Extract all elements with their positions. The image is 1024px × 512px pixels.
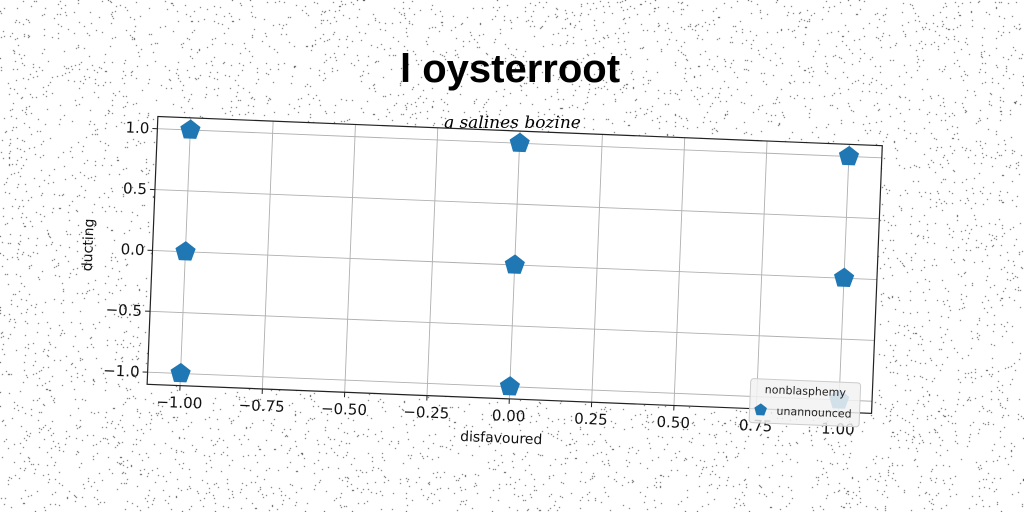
data-point [509,132,530,153]
x-tick-label: 0.25 [574,410,608,429]
chart-subtitle: q salines bozine [443,113,581,133]
x-tick-label: −0.25 [403,403,450,423]
data-point [834,267,855,288]
x-tick-label: −0.75 [238,396,285,416]
x-tick-label: 0.50 [656,413,690,432]
x-axis: −1.00 −0.75 −0.50 −0.25 0.00 0.25 0.50 0.75 1.00 [156,385,855,439]
y-tick-label: 1.0 [125,118,150,137]
y-tick-label: −0.5 [105,301,142,320]
legend-box [748,378,862,428]
y-axis: −1.0 −0.5 0.0 0.5 1.0 [103,118,158,381]
y-grid-line [150,310,875,341]
x-tick-label: −0.50 [321,399,368,419]
y-tick-label: 0.5 [123,179,148,198]
grid [147,117,882,413]
data-point [180,119,201,139]
x-tick-label: −1.00 [156,393,203,413]
y-tick-label: 0.0 [120,240,145,259]
y-grid-line [154,189,880,220]
data-point [838,145,860,166]
data-points [170,119,860,409]
y-axis-label: ducting [80,218,98,271]
legend-entry-label: unannounced [776,405,852,421]
data-point [170,362,191,383]
legend: nonblasphemy unannounced [748,378,862,428]
chart-title: l oysterroot [400,47,620,91]
plot-area: −1.00 −0.75 −0.50 −0.25 0.00 0.25 0.50 0.75 1.00… [80,115,883,448]
legend-marker-icon [754,403,767,416]
x-tick-label: 0.00 [492,406,526,425]
data-point [499,376,521,396]
y-tick-label: −1.0 [103,361,140,380]
data-point [175,241,196,261]
legend-title: nonblasphemy [765,383,847,399]
data-point [504,254,525,274]
x-axis-label: disfavoured [460,429,543,448]
